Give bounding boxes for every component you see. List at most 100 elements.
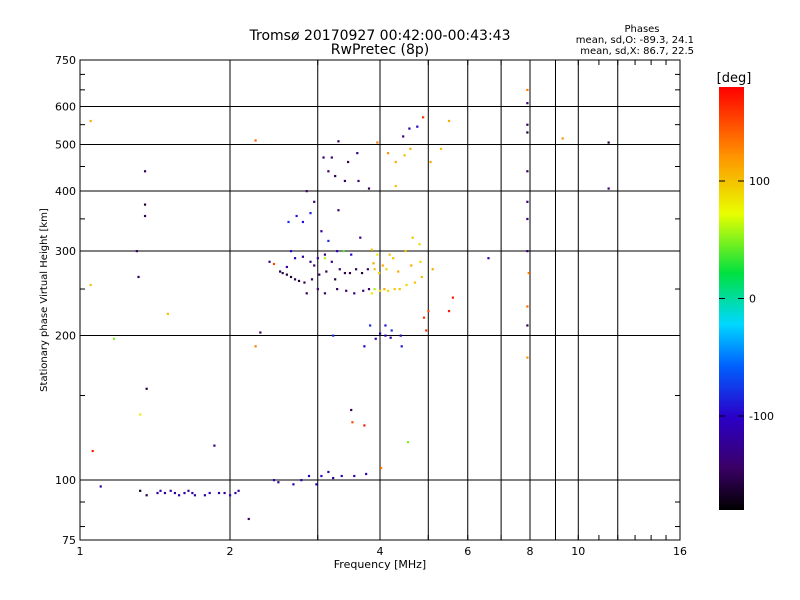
- data-point: [320, 474, 323, 478]
- data-point: [422, 116, 425, 119]
- data-point: [372, 262, 375, 265]
- y-tick-label: 100: [55, 474, 76, 487]
- data-point: [416, 125, 419, 128]
- data-point: [156, 491, 159, 495]
- data-point: [386, 289, 390, 292]
- data-point: [353, 474, 356, 478]
- data-point: [394, 184, 397, 188]
- data-point: [309, 260, 312, 263]
- data-point: [285, 273, 288, 276]
- data-point: [394, 160, 397, 164]
- data-point: [367, 187, 371, 190]
- data-point: [409, 147, 412, 150]
- y-tick-label: 600: [55, 101, 76, 114]
- chart-subtitle: RwPretec (8p): [331, 42, 429, 58]
- data-point: [327, 239, 330, 243]
- data-point: [313, 200, 316, 203]
- data-point: [272, 479, 276, 482]
- data-point: [325, 270, 328, 273]
- data-point: [393, 288, 396, 291]
- data-point: [318, 273, 321, 276]
- data-point: [305, 292, 308, 295]
- data-point: [277, 481, 280, 484]
- data-point: [411, 236, 414, 239]
- data-point: [301, 220, 305, 224]
- data-point: [526, 250, 529, 253]
- data-point: [526, 217, 529, 221]
- data-point: [366, 268, 369, 271]
- data-point: [237, 489, 240, 492]
- y-tick-label: 75: [62, 534, 76, 547]
- data-point: [177, 494, 181, 497]
- data-point: [425, 329, 428, 332]
- y-axis-label: Stationary phase Virtual Height [km]: [39, 208, 50, 392]
- data-point: [343, 179, 347, 183]
- data-point: [431, 268, 434, 271]
- data-point: [373, 288, 376, 291]
- data-point: [403, 154, 406, 157]
- data-point: [526, 131, 529, 134]
- y-tick-label: 400: [55, 185, 76, 198]
- data-point: [332, 334, 335, 337]
- data-point: [332, 476, 335, 480]
- data-point: [139, 413, 142, 416]
- data-point: [191, 491, 194, 495]
- data-point: [365, 472, 368, 476]
- phase-stats-title: Phases: [624, 24, 659, 35]
- colorbar-tick-label: 0: [749, 293, 756, 306]
- axis-ticks: 75 100 200 300 400 500 600 750 1 2 4 6 8 10 16: [55, 54, 687, 558]
- y-tick-label: 750: [55, 54, 76, 67]
- data-point: [143, 203, 147, 206]
- data-point: [330, 156, 333, 159]
- data-point: [323, 292, 327, 295]
- data-point: [163, 491, 167, 495]
- data-point: [526, 324, 529, 327]
- data-point: [354, 268, 358, 271]
- data-point: [313, 264, 316, 267]
- data-point: [526, 123, 529, 126]
- data-point: [392, 257, 395, 260]
- data-point: [305, 190, 308, 193]
- data-point: [419, 260, 422, 263]
- data-point: [362, 289, 365, 292]
- data-point: [399, 334, 402, 337]
- data-point: [561, 137, 564, 140]
- data-point: [297, 279, 301, 283]
- data-point: [327, 170, 330, 173]
- data-point: [526, 200, 529, 203]
- data-point: [254, 139, 257, 142]
- data-point: [356, 152, 359, 155]
- data-point: [135, 250, 138, 253]
- data-point: [327, 470, 330, 474]
- data-point: [316, 257, 319, 260]
- data-point: [413, 281, 417, 284]
- x-tick-label: 16: [673, 545, 687, 558]
- data-point: [187, 489, 190, 492]
- data-point: [380, 466, 383, 470]
- data-point: [348, 271, 352, 275]
- data-point: [173, 491, 177, 495]
- data-point: [353, 292, 356, 295]
- data-point: [345, 289, 348, 292]
- data-point: [143, 170, 147, 173]
- data-point: [487, 257, 490, 260]
- data-point: [330, 260, 333, 263]
- data-point: [183, 491, 186, 495]
- data-point: [363, 345, 366, 348]
- data-point: [447, 119, 451, 123]
- data-point: [526, 170, 529, 173]
- data-point: [293, 278, 297, 281]
- data-point: [383, 288, 386, 291]
- data-point: [363, 424, 366, 427]
- grid-lines: [80, 60, 680, 540]
- data-point: [323, 253, 327, 256]
- data-point: [340, 474, 343, 478]
- data-point: [229, 494, 232, 497]
- data-point: [193, 494, 197, 497]
- data-point: [360, 271, 364, 275]
- data-point: [112, 337, 116, 340]
- data-point: [322, 156, 325, 159]
- data-point: [374, 337, 377, 340]
- data-point: [406, 441, 410, 444]
- data-point: [422, 316, 426, 319]
